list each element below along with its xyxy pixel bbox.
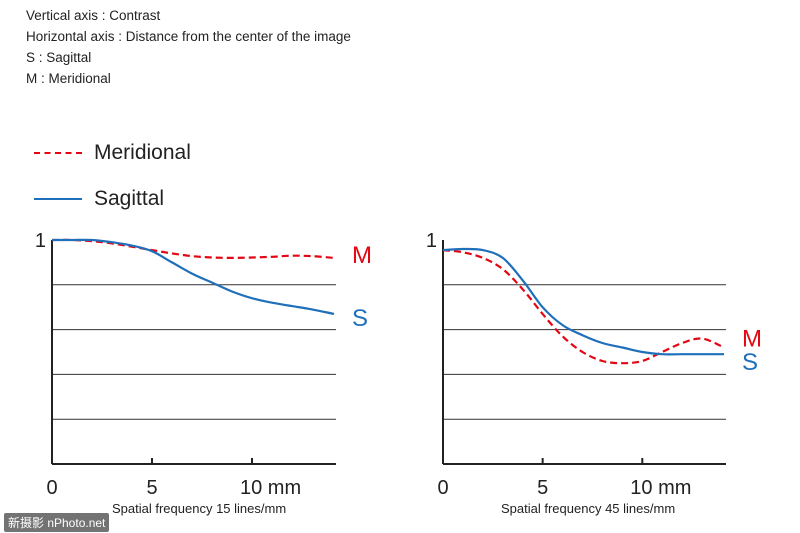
legend-item-sagittal: Sagittal (34, 176, 191, 222)
note-vertical-axis: Vertical axis : Contrast (26, 8, 161, 23)
chart-caption-45: Spatial frequency 45 lines/mm (501, 501, 676, 516)
series-end-label-meridional: M (352, 242, 372, 269)
series-line-meridional (51, 238, 335, 260)
series-line-meridional (442, 249, 725, 365)
x-tick-label: 0 (46, 477, 57, 499)
note-sagittal: S : Sagittal (26, 50, 92, 65)
x-tick-label: 5 (146, 477, 157, 499)
legend: Meridional Sagittal (34, 130, 191, 222)
series-end-label-sagittal: S (742, 349, 758, 376)
series-line-sagittal (52, 238, 335, 315)
note-meridional: M : Meridional (26, 71, 111, 86)
legend-label-meridional: Meridional (94, 141, 191, 164)
legend-item-meridional: Meridional (34, 130, 191, 176)
solid-line-swatch (34, 198, 82, 200)
legend-label-sagittal: Sagittal (94, 187, 165, 210)
y-tick-label: 1 (35, 230, 46, 252)
chart-caption-15: Spatial frequency 15 lines/mm (112, 501, 287, 516)
note-horizontal-axis: Horizontal axis : Distance from the cent… (26, 29, 351, 44)
series-end-label-sagittal: S (352, 305, 368, 332)
series-line-sagittal (442, 247, 724, 356)
watermark: 新摄影 nPhoto.net (4, 513, 110, 532)
x-tick-label: 10 mm (240, 477, 301, 499)
series-end-label-meridional: M (742, 326, 762, 353)
dashed-line-swatch (34, 152, 82, 154)
x-tick-label: 10 mm (630, 477, 691, 499)
x-tick-label: 5 (537, 477, 548, 499)
x-tick-label: 0 (437, 477, 448, 499)
y-tick-label: 1 (426, 230, 437, 252)
notes-block: Vertical axis : Contrast Horizontal axis… (26, 5, 351, 89)
